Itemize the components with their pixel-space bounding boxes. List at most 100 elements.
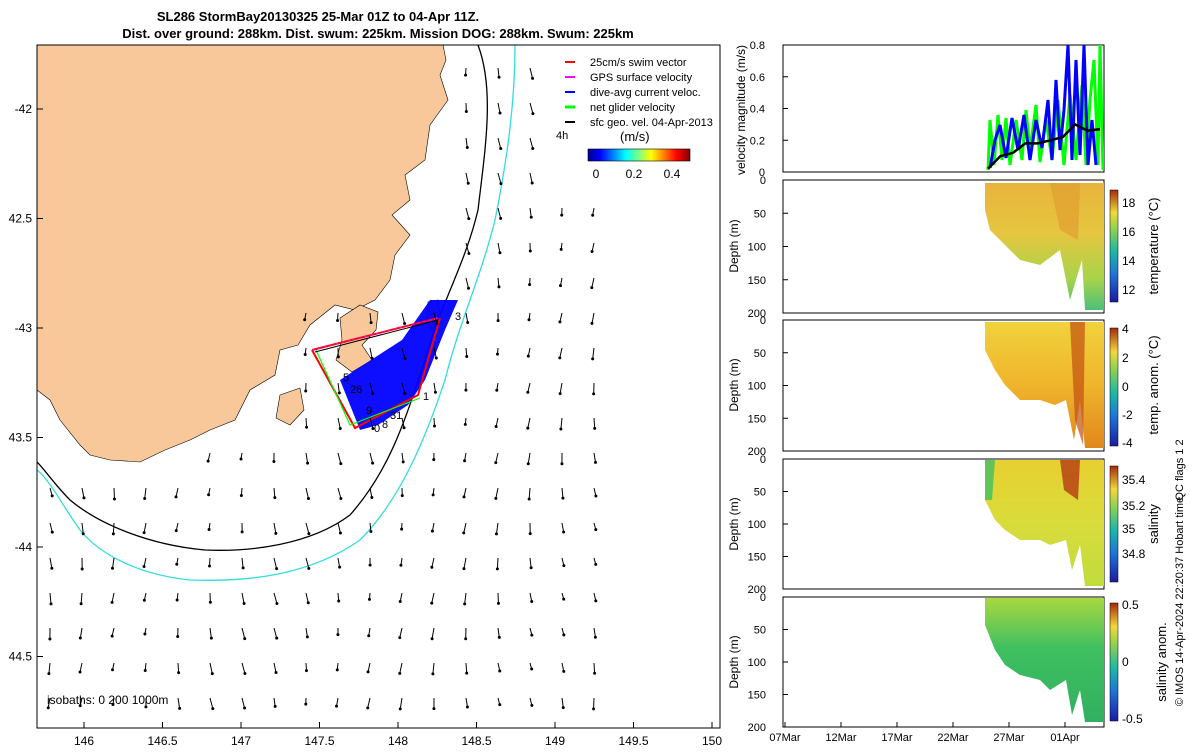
- velocity-vector-head: [594, 528, 597, 531]
- velocity-vector-head: [174, 495, 177, 498]
- velocity-vector-head: [593, 427, 596, 430]
- salinity-panel: Depth (m) salinity 35.4 35.2 35 34.8: [727, 459, 1161, 589]
- cbar-tick: 4: [1122, 322, 1129, 336]
- velocity-vector-head: [399, 707, 402, 710]
- depth-tick-label: 150: [748, 690, 766, 702]
- velocity-vector-head: [530, 600, 533, 603]
- velocity-vector-head: [430, 602, 433, 605]
- velocity-vector-head: [403, 392, 406, 395]
- velocity-vector: [497, 558, 498, 569]
- velocity-vector-head: [494, 497, 497, 500]
- velocity-vector-head: [463, 602, 466, 605]
- velocity-vector-head: [593, 672, 596, 675]
- velocity-vector-head: [464, 389, 467, 392]
- velocity-vector-head: [527, 462, 530, 465]
- velocity-vector-head: [82, 532, 85, 535]
- velocity-vector-head: [241, 530, 244, 533]
- depth-tick-label: 0: [760, 454, 766, 466]
- velocity-vector-head: [50, 567, 53, 570]
- velocity-vector-head: [526, 391, 529, 394]
- velocity-vector-head: [339, 462, 342, 465]
- velocity-vector-head: [594, 563, 597, 566]
- colorbar-unit: (m/s): [620, 129, 650, 144]
- speed-colorbar: [588, 149, 690, 161]
- temperature-panel: Depth (m) temperature (°C) 18 16 14 12: [727, 180, 1161, 313]
- velocity-vector-head: [113, 497, 116, 500]
- velocity-vector-head: [143, 599, 146, 602]
- cbar-tick: 16: [1122, 225, 1136, 239]
- depth-tick-label: 200: [748, 722, 766, 734]
- velocity-vector-head: [369, 530, 372, 533]
- track-label: 1: [423, 391, 429, 403]
- track-label: 31: [390, 410, 402, 422]
- velocity-vector-head: [560, 214, 563, 217]
- velocity-vector-head: [336, 668, 339, 671]
- cbar-tick: 12: [1122, 283, 1136, 297]
- depth-tick-label: 150: [748, 413, 766, 425]
- lon-tick-label: 148.5: [461, 734, 491, 748]
- velocity-vector-head: [209, 601, 212, 604]
- velocity-vector-head: [307, 532, 310, 535]
- velocity-vector-head: [211, 672, 214, 675]
- velocity-vector-head: [176, 599, 179, 602]
- velocity-vector: [594, 418, 595, 428]
- lon-tick-label: 149: [545, 734, 565, 748]
- lon-tick-label: 149.5: [618, 734, 648, 748]
- velocity-vector-head: [112, 532, 115, 535]
- velocity-vector-head: [498, 703, 501, 706]
- depth-tick-label: 50: [754, 625, 766, 637]
- velocity-vector-head: [306, 635, 309, 638]
- velocity-vector-head: [368, 598, 371, 601]
- velocity-vector-head: [81, 567, 84, 570]
- velocity-vector-head: [304, 353, 307, 356]
- velocity-vector-head: [499, 182, 502, 185]
- velocity-vector-head: [527, 318, 530, 321]
- velocity-vector-head: [336, 633, 339, 636]
- velocity-vector-head: [80, 602, 83, 605]
- velocity-vector-head: [175, 529, 178, 532]
- velocity-vector-head: [462, 531, 465, 534]
- velocity-vector-head: [497, 602, 500, 605]
- vel-ytick-label: 0.6: [750, 72, 765, 84]
- temperature-cbar-label: temperature (°C): [1146, 198, 1161, 295]
- velocity-vector-head: [401, 494, 404, 497]
- velocity-vector-head: [398, 672, 401, 675]
- qc-flags-note: QC flags 1 2: [1174, 439, 1186, 500]
- velocity-vector-head: [371, 392, 374, 395]
- velocity-vector-head: [208, 528, 211, 531]
- velocity-vector-head: [494, 461, 497, 464]
- velocity-vector-head: [559, 284, 562, 287]
- depth-tick-label: 50: [754, 348, 766, 360]
- velocity-vector-head: [562, 670, 565, 673]
- track-label: 8: [382, 419, 388, 431]
- velocity-vector-head: [466, 705, 469, 708]
- velocity-vector-head: [79, 637, 82, 640]
- velocity-vector-head: [177, 671, 180, 674]
- velocity-vector-head: [143, 531, 146, 534]
- depth-tick-label: 50: [754, 487, 766, 499]
- cbar-tick: 0: [1122, 655, 1129, 669]
- velocity-vector-head: [562, 564, 565, 567]
- velocity-vector-head: [335, 705, 338, 708]
- velocity-vector-head: [531, 147, 534, 150]
- depth-tick-label: 0: [760, 315, 766, 327]
- velocity-vector: [113, 523, 114, 534]
- velocity-vector-head: [530, 216, 533, 219]
- velocity-vector-head: [562, 530, 565, 533]
- temperature-ylabel: Depth (m): [727, 219, 741, 272]
- scale-vector-label: 4h: [556, 130, 568, 142]
- velocity-vector-head: [403, 322, 406, 325]
- legend-dive-avg: dive-avg current veloc.: [590, 87, 701, 99]
- time-tick-label: 17Mar: [881, 732, 913, 744]
- velocity-vector-head: [339, 531, 342, 534]
- velocity-vector-head: [207, 493, 210, 496]
- depth-tick-label: 0: [760, 592, 766, 604]
- velocity-vector-head: [560, 248, 563, 251]
- velocity-vector-head: [462, 567, 465, 570]
- title-line-1: SL286 StormBay20130325 25-Mar 01Z to 04-…: [157, 9, 479, 24]
- velocity-vector-head: [370, 496, 373, 499]
- depth-tick-label: 50: [754, 208, 766, 220]
- colorbar-tick: 0.4: [664, 167, 681, 181]
- velocity-vector-head: [243, 672, 246, 675]
- velocity-vector-head: [211, 707, 214, 710]
